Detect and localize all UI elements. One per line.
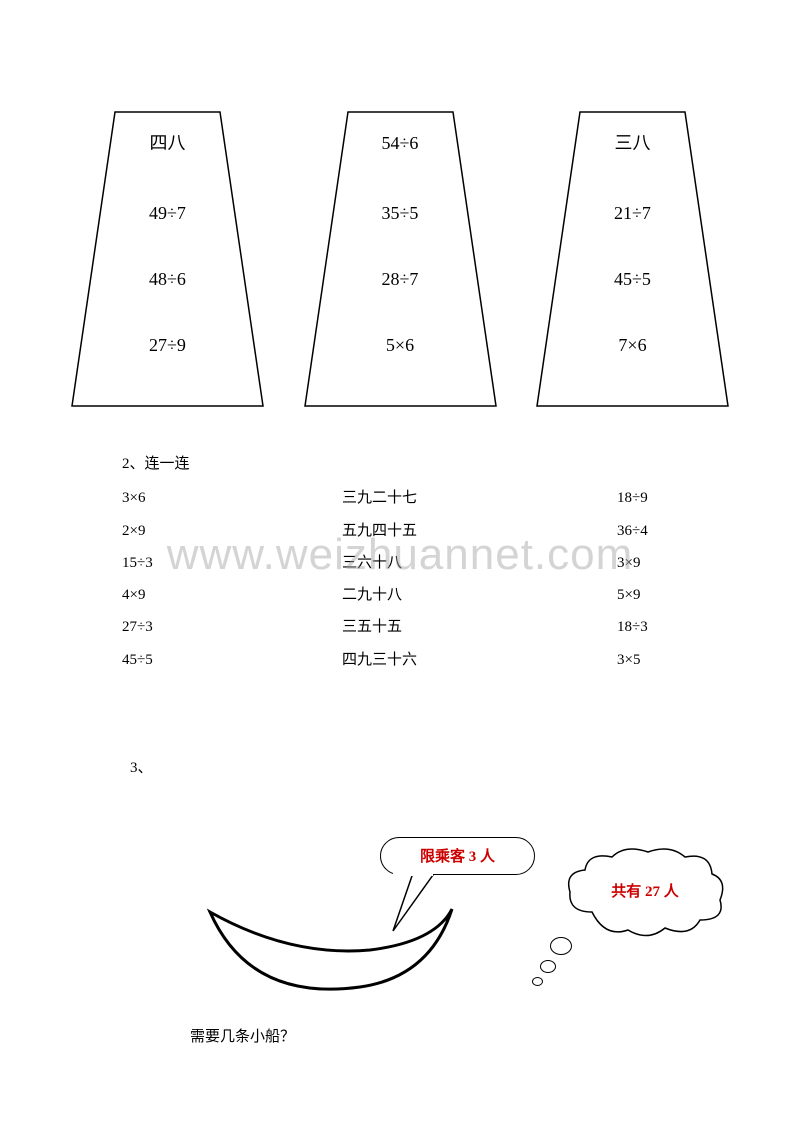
cloud-num: 27 <box>645 884 660 900</box>
match-row-4: 27÷3 三五十五 18÷3 <box>122 611 730 643</box>
trapezoid-2: 54÷6 35÷5 28÷7 5×6 <box>303 110 498 408</box>
trap3-row2: 45÷5 <box>614 270 651 288</box>
trap1-row0: 四八 <box>150 134 186 152</box>
match-4-c3: 18÷3 <box>617 611 648 643</box>
trapezoid-3-content: 三八 21÷7 45÷5 7×6 <box>535 110 730 408</box>
match-4-c1: 27÷3 <box>122 611 342 643</box>
thought-cloud: 共有 27 人 <box>560 842 730 942</box>
match-1-c2: 五九四十五 <box>342 515 617 547</box>
trap3-row1: 21÷7 <box>614 204 651 222</box>
match-3-c2: 二九十八 <box>342 579 617 611</box>
worksheet-page: www.weizhuannet.com 四八 49÷7 48÷6 27÷9 54… <box>0 0 800 1107</box>
match-2-c2: 三六十八 <box>342 547 617 579</box>
match-3-c3: 5×9 <box>617 579 640 611</box>
match-4-c2: 三五十五 <box>342 611 617 643</box>
match-row-5: 45÷5 四九三十六 3×5 <box>122 644 730 676</box>
match-0-c1: 3×6 <box>122 482 342 514</box>
speech-tail-icon <box>388 871 448 941</box>
speech-prefix: 限乘客 <box>420 849 469 865</box>
cloud-puff-1 <box>550 937 572 955</box>
trap1-row1: 49÷7 <box>149 204 186 222</box>
cloud-prefix: 共有 <box>611 884 645 900</box>
cloud-suffix: 人 <box>660 884 679 900</box>
match-row-1: 2×9 五九四十五 36÷4 <box>122 515 730 547</box>
section-2: 2、连一连 3×6 三九二十七 18÷9 2×9 五九四十五 36÷4 15÷3… <box>122 448 730 676</box>
cloud-text: 共有 27 人 <box>560 880 730 901</box>
match-row-0: 3×6 三九二十七 18÷9 <box>122 482 730 514</box>
cloud-puff-3 <box>532 977 543 986</box>
section-3-title: 3、 <box>130 756 730 777</box>
match-5-c3: 3×5 <box>617 644 640 676</box>
trap3-row0: 三八 <box>615 134 651 152</box>
trapezoid-row: 四八 49÷7 48÷6 27÷9 54÷6 35÷5 28÷7 5×6 三八 <box>70 110 730 408</box>
boat-area: 限乘客 3 人 共有 27 人 需要几条小船？ <box>70 817 730 1047</box>
cloud-puff-2 <box>540 960 556 973</box>
trapezoid-1: 四八 49÷7 48÷6 27÷9 <box>70 110 265 408</box>
trapezoid-1-content: 四八 49÷7 48÷6 27÷9 <box>70 110 265 408</box>
trap2-row1: 35÷5 <box>382 204 419 222</box>
match-0-c2: 三九二十七 <box>342 482 617 514</box>
section-2-title: 2、连一连 <box>122 448 730 480</box>
trapezoid-2-content: 54÷6 35÷5 28÷7 5×6 <box>303 110 498 408</box>
match-2-c3: 3×9 <box>617 547 640 579</box>
trap2-row3: 5×6 <box>386 336 414 354</box>
match-3-c1: 4×9 <box>122 579 342 611</box>
match-5-c1: 45÷5 <box>122 644 342 676</box>
speech-bubble: 限乘客 3 人 <box>380 837 535 875</box>
match-5-c2: 四九三十六 <box>342 644 617 676</box>
match-2-c1: 15÷3 <box>122 547 342 579</box>
trapezoid-3: 三八 21÷7 45÷5 7×6 <box>535 110 730 408</box>
match-row-2: 15÷3 三六十八 3×9 <box>122 547 730 579</box>
trap1-row2: 48÷6 <box>149 270 186 288</box>
trap2-row2: 28÷7 <box>382 270 419 288</box>
trap3-row3: 7×6 <box>618 336 646 354</box>
match-1-c1: 2×9 <box>122 515 342 547</box>
match-1-c3: 36÷4 <box>617 515 648 547</box>
trap1-row3: 27÷9 <box>149 336 186 354</box>
question-text: 需要几条小船？ <box>190 1025 295 1046</box>
speech-suffix: 人 <box>476 849 495 865</box>
match-0-c3: 18÷9 <box>617 482 648 514</box>
trap2-row0: 54÷6 <box>382 134 419 152</box>
match-row-3: 4×9 二九十八 5×9 <box>122 579 730 611</box>
